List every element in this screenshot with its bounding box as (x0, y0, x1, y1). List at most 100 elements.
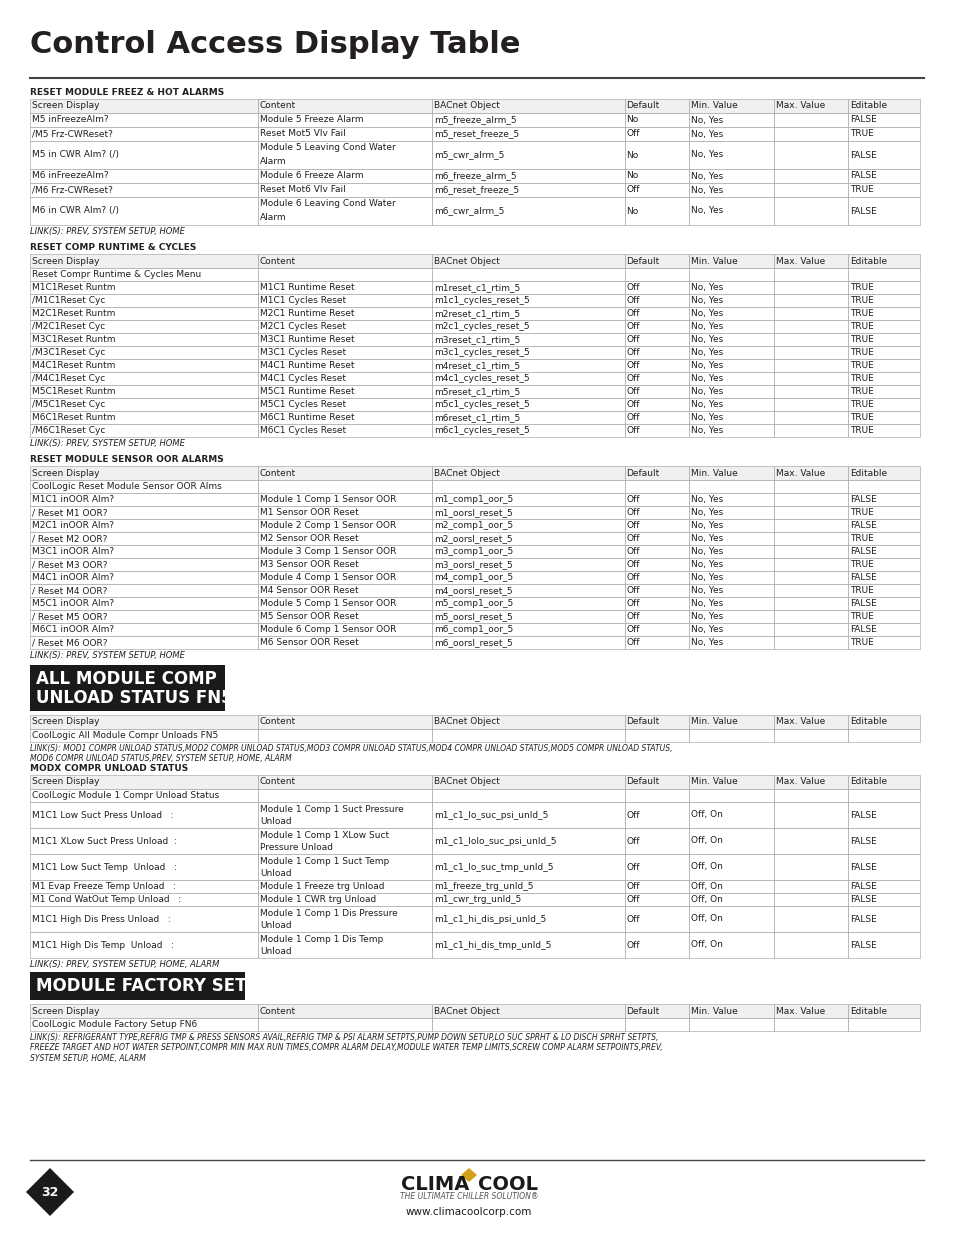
Bar (30, 411, 257, 424)
Bar (257, 597, 432, 610)
Text: Default: Default (626, 101, 659, 110)
Bar (30, 333, 257, 346)
Text: Off: Off (626, 322, 639, 331)
Bar (773, 597, 847, 610)
Text: M1C1 XLow Suct Press Unload  :: M1C1 XLow Suct Press Unload : (32, 836, 176, 846)
Text: MODULE FACTORY SETUP FN6: MODULE FACTORY SETUP FN6 (36, 977, 314, 995)
Text: Off: Off (626, 400, 639, 409)
Text: Off: Off (626, 361, 639, 370)
Bar (257, 558, 432, 571)
Text: Editable: Editable (849, 257, 886, 266)
Bar (688, 610, 773, 622)
Text: m1_c1_lo_suc_psi_unld_5: m1_c1_lo_suc_psi_unld_5 (434, 810, 548, 820)
Bar (688, 141, 773, 169)
Text: No, Yes: No, Yes (690, 625, 722, 634)
Text: No, Yes: No, Yes (690, 283, 722, 291)
Text: / Reset M3 OOR?: / Reset M3 OOR? (32, 559, 108, 569)
Bar (432, 893, 624, 906)
Bar (624, 169, 688, 183)
Text: m1_oorsl_reset_5: m1_oorsl_reset_5 (434, 508, 513, 517)
Bar (432, 932, 624, 958)
Text: m1_c1_lo_suc_tmp_unld_5: m1_c1_lo_suc_tmp_unld_5 (434, 862, 554, 872)
Text: No, Yes: No, Yes (690, 400, 722, 409)
Bar (847, 282, 919, 294)
Text: Content: Content (260, 101, 295, 110)
Bar (688, 254, 773, 268)
Text: m2_comp1_oor_5: m2_comp1_oor_5 (434, 521, 513, 530)
Bar (432, 112, 624, 127)
Text: No, Yes: No, Yes (690, 185, 722, 194)
Bar (624, 411, 688, 424)
Text: Off, On: Off, On (690, 941, 722, 950)
Text: M5C1 Runtime Reset: M5C1 Runtime Reset (260, 387, 355, 396)
Text: Off: Off (626, 508, 639, 517)
Text: CoolLogic Module 1 Compr Unload Status: CoolLogic Module 1 Compr Unload Status (32, 790, 219, 800)
Text: Default: Default (626, 468, 659, 478)
Bar (624, 320, 688, 333)
Bar (30, 597, 257, 610)
Bar (432, 827, 624, 853)
Text: m1_comp1_oor_5: m1_comp1_oor_5 (434, 495, 513, 504)
Bar (773, 729, 847, 742)
Text: Reset Mot6 Vlv Fail: Reset Mot6 Vlv Fail (260, 185, 345, 194)
Bar (847, 359, 919, 372)
Bar (30, 881, 257, 893)
Bar (257, 198, 432, 225)
Bar (30, 584, 257, 597)
Bar (257, 789, 432, 802)
Text: RESET MODULE SENSOR OOR ALARMS: RESET MODULE SENSOR OOR ALARMS (30, 454, 224, 464)
Bar (773, 333, 847, 346)
Text: Off: Off (626, 283, 639, 291)
Bar (847, 398, 919, 411)
Bar (688, 183, 773, 198)
Text: No, Yes: No, Yes (690, 547, 722, 556)
Bar (257, 532, 432, 545)
Bar (624, 776, 688, 789)
Bar (773, 802, 847, 827)
Text: No, Yes: No, Yes (690, 495, 722, 504)
Bar (432, 141, 624, 169)
Text: Screen Display: Screen Display (32, 718, 99, 726)
Bar (773, 610, 847, 622)
Bar (257, 584, 432, 597)
Text: m5_oorsl_reset_5: m5_oorsl_reset_5 (434, 613, 513, 621)
Bar (30, 1018, 257, 1031)
Bar (432, 545, 624, 558)
Text: MODX COMPR UNLOAD STATUS: MODX COMPR UNLOAD STATUS (30, 764, 188, 773)
Text: TRUE: TRUE (849, 348, 873, 357)
Bar (688, 532, 773, 545)
Text: m4_comp1_oor_5: m4_comp1_oor_5 (434, 573, 513, 582)
Bar (432, 169, 624, 183)
Bar (432, 254, 624, 268)
Bar (773, 99, 847, 112)
Bar (688, 1004, 773, 1018)
Bar (773, 932, 847, 958)
Bar (773, 584, 847, 597)
Bar (773, 398, 847, 411)
Text: CoolLogic Reset Module Sensor OOR Alms: CoolLogic Reset Module Sensor OOR Alms (32, 482, 221, 492)
Text: M5C1Reset Runtm: M5C1Reset Runtm (32, 387, 115, 396)
Text: Unload: Unload (260, 818, 292, 826)
Bar (624, 1018, 688, 1031)
Bar (30, 558, 257, 571)
Bar (257, 802, 432, 827)
Bar (432, 466, 624, 480)
Bar (847, 127, 919, 141)
Bar (847, 466, 919, 480)
Text: Off: Off (626, 810, 639, 820)
Text: Unload: Unload (260, 869, 292, 878)
Bar (847, 789, 919, 802)
Bar (624, 802, 688, 827)
Text: FALSE: FALSE (849, 172, 876, 180)
Bar (624, 789, 688, 802)
Text: M4C1Reset Runtm: M4C1Reset Runtm (32, 361, 115, 370)
Text: m6_reset_freeze_5: m6_reset_freeze_5 (434, 185, 518, 194)
Bar (847, 1004, 919, 1018)
Text: /M2C1Reset Cyc: /M2C1Reset Cyc (32, 322, 105, 331)
Bar (624, 294, 688, 308)
Text: Content: Content (260, 468, 295, 478)
Bar (773, 636, 847, 650)
Text: Off: Off (626, 495, 639, 504)
Bar (624, 333, 688, 346)
Bar (30, 802, 257, 827)
